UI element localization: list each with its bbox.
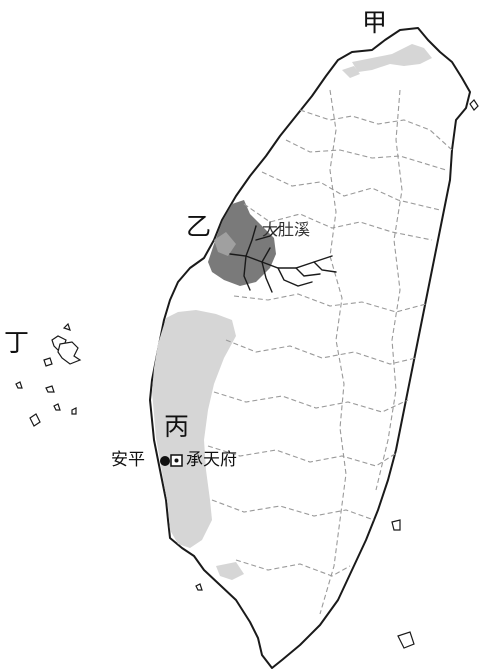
river-label-dadu: 大肚溪 [262,220,311,239]
region-bing-shade-south [216,562,244,580]
region-label-bing: 丙 [164,412,190,441]
place-label-chengtianfu: 承天府 [186,450,237,470]
taiwan-island-outline [149,27,471,669]
dadu-river [229,225,337,293]
internal-boundaries [207,89,453,615]
region-jia-shade-small [342,66,360,78]
chengtianfu-marker-center [174,458,179,463]
region-label-jia: 甲 [362,8,388,37]
region-yi-light [214,232,236,256]
region-yi-shade [208,200,276,286]
penghu-islands [15,322,82,427]
region-label-yi: 乙 [186,212,212,241]
region-bing-shade [152,310,236,548]
place-label-anping: 安平 [111,450,145,470]
region-jia-shade [352,44,432,72]
offshore-islands [195,99,479,649]
region-label-ding: 丁 [4,328,30,357]
anping-marker-dot [160,456,170,466]
